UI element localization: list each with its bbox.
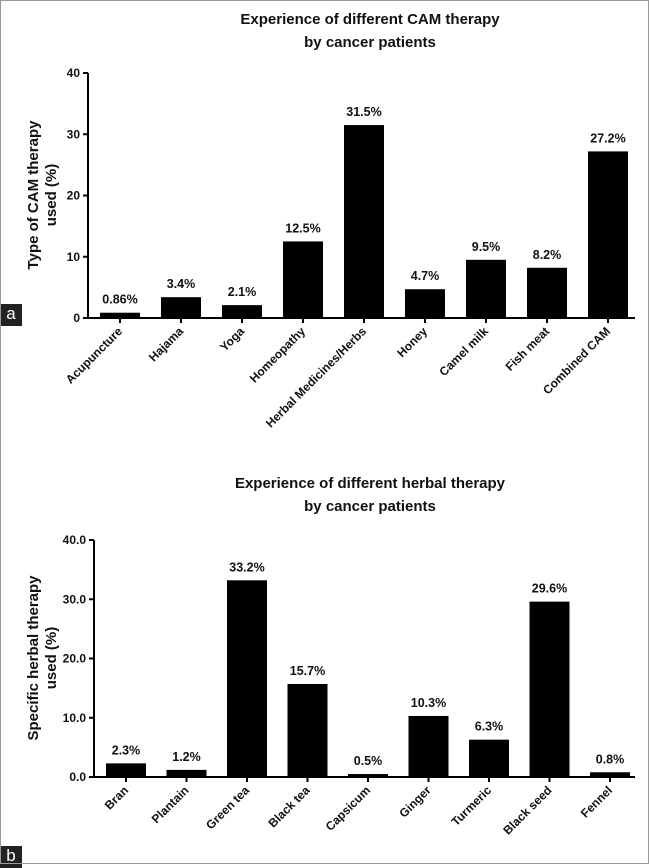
chart-b-data-label-3: 15.7% bbox=[290, 664, 325, 678]
chart-a-category-label-7: Fish meat bbox=[503, 324, 553, 374]
chart-b-data-label-5: 10.3% bbox=[411, 696, 446, 710]
chart-b-ylabel: Specific herbal therapy used (%) bbox=[25, 575, 60, 741]
chart-b-data-label-6: 6.3% bbox=[475, 720, 504, 734]
chart-a-bar-6 bbox=[466, 259, 506, 318]
chart-a-ytick-label: 30 bbox=[67, 127, 81, 141]
chart-b-data-label-7: 29.6% bbox=[532, 582, 567, 596]
chart-b-bar-0 bbox=[106, 763, 146, 777]
chart-a-bar-2 bbox=[222, 305, 262, 318]
panel-letter-a: a bbox=[0, 304, 22, 326]
chart-a-category-label-3: Homeopathy bbox=[247, 324, 309, 386]
chart-b-ytick-label: 0.0 bbox=[69, 770, 86, 784]
chart-b-bar-7 bbox=[529, 601, 570, 777]
chart-b-category-label-0: Bran bbox=[102, 783, 131, 812]
chart-a-data-label-6: 9.5% bbox=[472, 240, 501, 254]
chart-b-title-line-2: by cancer patients bbox=[304, 498, 436, 515]
chart-b-ylabel-line-2: used (%) bbox=[43, 627, 60, 690]
chart-a-title-line-1: Experience of different CAM therapy bbox=[240, 11, 500, 28]
chart-panel-b: Experience of different herbal therapy by… bbox=[0, 432, 649, 864]
chart-a-ylabel-line-2: used (%) bbox=[43, 164, 60, 227]
chart-a-ylabel: Type of CAM therapy used (%) bbox=[25, 120, 60, 270]
chart-b-bar-3 bbox=[287, 683, 328, 777]
chart-a-ytick-label: 0 bbox=[73, 311, 80, 325]
chart-a-bar-3 bbox=[283, 241, 323, 318]
chart-a-bar-0 bbox=[100, 312, 140, 318]
chart-a-ylabel-line-1: Type of CAM therapy bbox=[25, 120, 42, 270]
chart-a-data-label-5: 4.7% bbox=[411, 269, 440, 283]
chart-a-bar-8 bbox=[588, 151, 628, 318]
chart-a-category-label-0: Acupuncture bbox=[63, 324, 125, 386]
chart-a-data-label-0: 0.86% bbox=[102, 293, 137, 307]
chart-a-data-label-1: 3.4% bbox=[167, 277, 196, 291]
chart-a-ytick-label: 20 bbox=[67, 189, 81, 203]
chart-b-category-label-7: Black seed bbox=[500, 783, 554, 837]
chart-b-ytick-label: 40.0 bbox=[63, 533, 87, 547]
panel-letter-b: b bbox=[0, 846, 22, 868]
chart-b-data-label-2: 33.2% bbox=[229, 560, 264, 574]
chart-b-ytick-label: 10.0 bbox=[63, 711, 87, 725]
chart-a-ytick-label: 40 bbox=[67, 66, 81, 80]
chart-a-data-label-8: 27.2% bbox=[590, 131, 625, 145]
chart-b-category-label-6: Turmeric bbox=[449, 783, 495, 829]
chart-a-bar-4 bbox=[344, 125, 384, 318]
chart-b-category-label-4: Capsicum bbox=[323, 783, 373, 833]
chart-a-data-label-7: 8.2% bbox=[533, 248, 562, 262]
chart-a-bar-7 bbox=[527, 267, 567, 318]
chart-b-ytick-label: 30.0 bbox=[63, 592, 87, 606]
chart-b-bar-2 bbox=[227, 580, 267, 777]
chart-b-title-line-1: Experience of different herbal therapy bbox=[235, 475, 506, 492]
chart-b-category-label-1: Plantain bbox=[149, 783, 192, 826]
chart-panel-a: Experience of different CAM therapy by ca… bbox=[0, 0, 649, 432]
chart-a-bar-1 bbox=[161, 297, 201, 318]
chart-a-category-label-2: Yoga bbox=[217, 324, 247, 354]
chart-b-data-label-0: 2.3% bbox=[112, 743, 141, 757]
chart-b-bar-4 bbox=[348, 774, 388, 777]
chart-b-category-label-2: Green tea bbox=[203, 783, 252, 832]
chart-b-category-label-3: Black tea bbox=[265, 783, 312, 830]
chart-b-bar-8 bbox=[590, 772, 630, 777]
chart-b-ytick-label: 20.0 bbox=[63, 652, 87, 666]
chart-a-data-label-3: 12.5% bbox=[285, 221, 320, 235]
chart-a-data-label-4: 31.5% bbox=[346, 105, 381, 119]
chart-b-ylabel-line-1: Specific herbal therapy bbox=[25, 575, 42, 741]
chart-a-title-line-2: by cancer patients bbox=[304, 34, 436, 51]
chart-a-data-label-2: 2.1% bbox=[228, 285, 257, 299]
chart-b-data-label-8: 0.8% bbox=[596, 752, 625, 766]
chart-b-data-label-1: 1.2% bbox=[172, 750, 201, 764]
chart-a-ytick-label: 10 bbox=[67, 250, 81, 264]
chart-a-category-label-1: Hajama bbox=[146, 324, 186, 364]
chart-a-category-label-6: Camel milk bbox=[436, 324, 491, 379]
chart-b-category-label-8: Fennel bbox=[578, 783, 615, 820]
chart-b-data-label-4: 0.5% bbox=[354, 754, 383, 768]
chart-a-svg: Experience of different CAM therapy by ca… bbox=[25, 11, 635, 430]
chart-a-category-label-4: Herbal Medicines/Herbs bbox=[263, 324, 369, 430]
chart-b-svg: Experience of different herbal therapy by… bbox=[25, 475, 635, 837]
chart-b-bar-6 bbox=[469, 739, 509, 777]
chart-a-bar-5 bbox=[405, 289, 445, 318]
chart-b-category-label-5: Ginger bbox=[396, 783, 433, 820]
chart-b-bar-5 bbox=[408, 715, 449, 777]
chart-a-category-label-5: Honey bbox=[394, 324, 430, 360]
chart-b-bar-1 bbox=[166, 769, 207, 777]
